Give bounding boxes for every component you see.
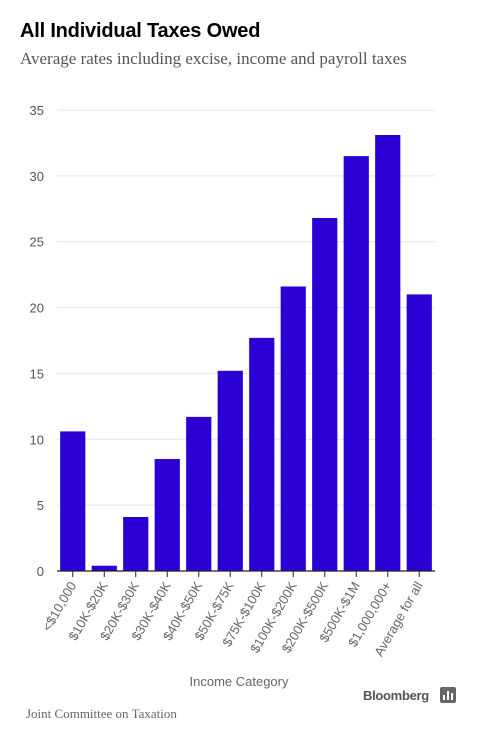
x-axis-ticks: <$10,000$10K-$20K$20K-$30K$30K-$40K$40K-…	[39, 571, 426, 659]
y-tick-label: 15	[30, 366, 44, 381]
bar	[280, 286, 306, 571]
bar	[312, 218, 338, 571]
x-axis-label: Income Category	[190, 674, 289, 689]
y-tick-label: 25	[30, 235, 44, 250]
bar	[123, 516, 149, 571]
chart-subtitle: Average rates including excise, income a…	[20, 49, 407, 68]
y-tick-label: 5	[37, 498, 44, 513]
y-tick-label: 10	[30, 432, 44, 447]
bar-chart: 0 5 10 15 20 25 30 35 <$10,000$10K-$20K$20K-$30…	[30, 103, 435, 689]
y-tick-label: 30	[30, 169, 44, 184]
bar	[217, 370, 243, 571]
y-tick-label: 35	[30, 103, 44, 118]
bar	[249, 337, 275, 571]
source-note: Joint Committee on Taxation	[26, 706, 177, 721]
bloomberg-chart-icon	[440, 687, 456, 703]
bar	[91, 565, 117, 571]
chart-title: All Individual Taxes Owed	[20, 20, 261, 42]
y-tick-label: 20	[30, 301, 44, 316]
bars	[60, 135, 432, 572]
y-tick-label: 0	[37, 564, 44, 579]
gridlines	[57, 109, 435, 506]
bar	[60, 431, 86, 571]
bar	[406, 294, 432, 571]
bar	[343, 156, 369, 571]
y-axis-ticks: 0 5 10 15 20 25 30 35	[30, 103, 44, 579]
brand-logo: Bloomberg	[363, 688, 429, 703]
bar	[154, 459, 180, 571]
bar	[186, 416, 212, 571]
bar	[375, 135, 401, 572]
